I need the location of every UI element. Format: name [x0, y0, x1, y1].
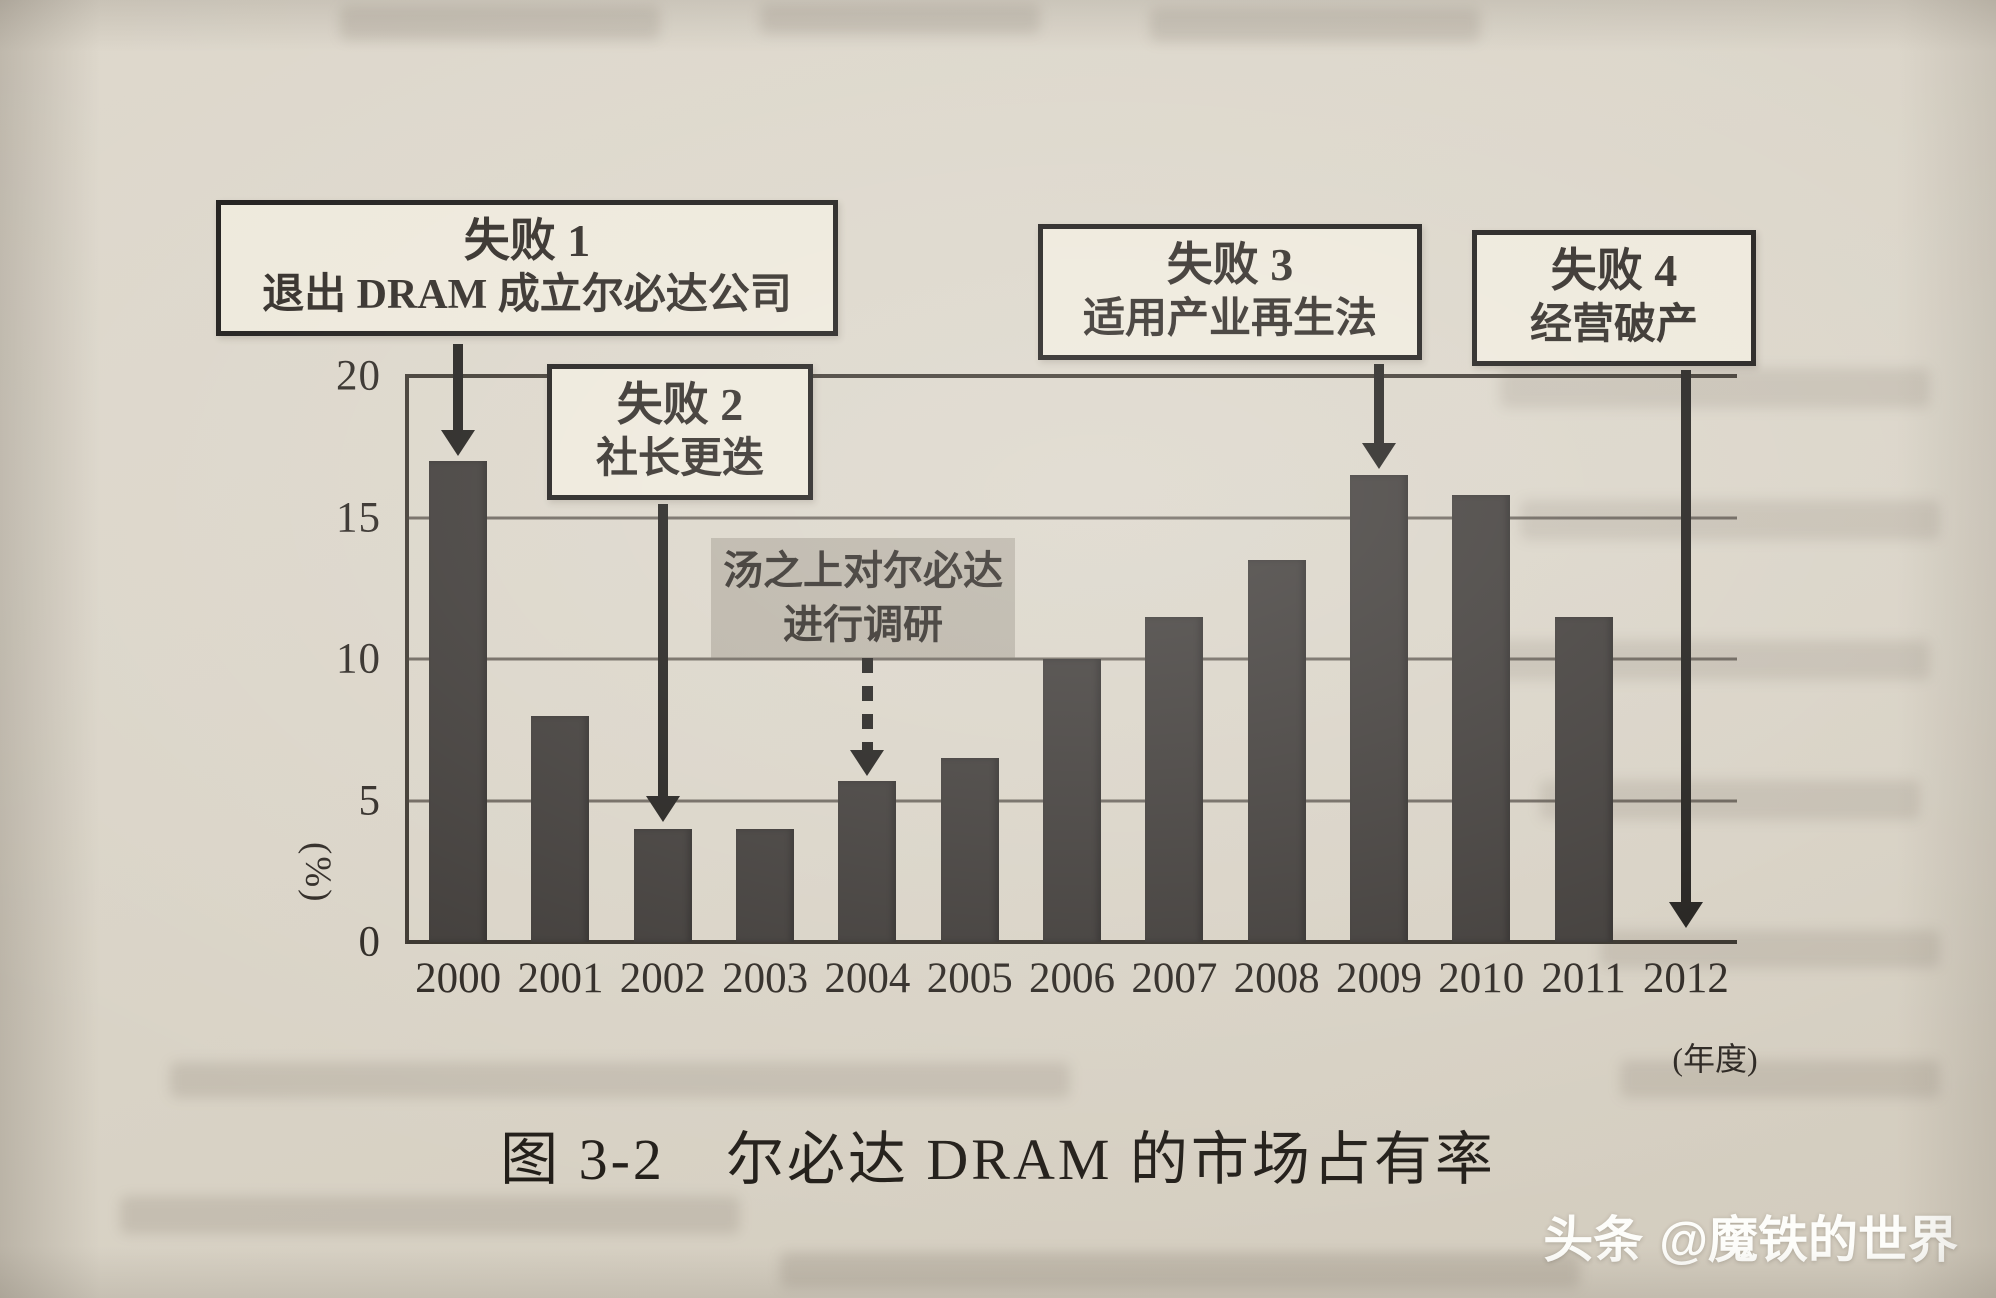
watermark-handle: @魔铁的世界	[1659, 1212, 1958, 1268]
figure-caption: 图 3-2 尔必达 DRAM 的市场占有率	[500, 1127, 1496, 1192]
bar-2004	[838, 780, 897, 942]
annotation-failure-1: 失败 1 退出 DRAM 成立尔必达公司	[216, 200, 838, 336]
bar-slot-2011	[1532, 376, 1634, 942]
x-tick-label-2005: 2005	[926, 955, 1013, 1002]
y-tick-label-10: 10	[336, 635, 381, 683]
annotation-title: 失败 3	[1166, 239, 1294, 290]
x-tick-label-2011: 2011	[1541, 955, 1626, 1002]
bar-2001	[531, 715, 590, 942]
bleedthrough-smudge	[760, 4, 1040, 34]
x-axis-unit-label: (年度)	[1672, 1041, 1758, 1077]
bar-slot-2005	[919, 376, 1021, 942]
arrow-stem	[861, 658, 873, 750]
watermark: 头条 @魔铁的世界	[1543, 1200, 1958, 1272]
annotation-text: 经营破产	[1529, 302, 1698, 349]
bleedthrough-smudge	[170, 1062, 1070, 1098]
arrow-head-icon	[1669, 902, 1703, 928]
arrow-research-note-to-2004	[849, 658, 885, 776]
y-tick-label-5: 5	[358, 777, 381, 824]
arrow-stem	[658, 504, 668, 796]
annotation-title: 失败 4	[1550, 245, 1678, 296]
bar-slot-2000	[407, 376, 509, 942]
bar-slot-2007	[1123, 376, 1225, 942]
gridline	[407, 374, 1737, 378]
annotation-text: 社长更迭	[595, 436, 764, 483]
annotation-text: 退出 DRAM 成立尔必达公司	[262, 272, 792, 319]
arrow-head-icon	[850, 750, 884, 776]
x-tick-label-2007: 2007	[1131, 955, 1218, 1002]
annotation-title: 失败 1	[463, 215, 591, 266]
y-tick-label-20: 20	[336, 352, 381, 400]
bar-2003	[736, 828, 795, 942]
annotation-research-note: 汤之上对尔必达进行调研	[711, 538, 1015, 658]
annotation-failure-4: 失败 4 经营破产	[1472, 230, 1756, 366]
y-axis: 20 15 10 5 0	[283, 353, 391, 966]
annotation-failure-3: 失败 3 适用产业再生法	[1038, 224, 1422, 360]
bar-slot-2006	[1021, 376, 1123, 942]
bleedthrough-smudge	[340, 6, 660, 40]
bar-slot-2008	[1226, 376, 1328, 942]
arrow-stem	[1681, 370, 1691, 902]
gridline	[407, 516, 1737, 519]
bar-slot-2002	[612, 376, 714, 942]
bar-2006	[1043, 659, 1102, 942]
y-tick-label-0: 0	[358, 918, 381, 966]
annotation-title: 失败 2	[616, 379, 744, 430]
bar-2009	[1349, 475, 1408, 942]
annotation-failure-2: 失败 2 社长更迭	[547, 364, 813, 500]
x-tick-label-2001: 2001	[517, 955, 604, 1002]
y-axis-unit-label: (%)	[297, 842, 338, 904]
bar-2008	[1247, 559, 1306, 942]
bleedthrough-smudge	[120, 1196, 740, 1234]
x-tick-label-2000: 2000	[415, 955, 502, 1002]
bar-2002	[633, 828, 692, 942]
gridline	[407, 940, 1737, 944]
x-tick-label-2008: 2008	[1233, 955, 1320, 1002]
x-tick-label-2010: 2010	[1438, 955, 1525, 1002]
x-tick-label-2004: 2004	[824, 955, 911, 1002]
bleedthrough-smudge	[1150, 8, 1480, 42]
x-axis: 2000 2001 2002 2003 2004 2005 2006 2007 2008 2009…	[407, 954, 1737, 1003]
arrow-failure-2-to-2002	[645, 504, 681, 822]
y-tick-label-15: 15	[336, 494, 381, 541]
x-tick-label-2012: 2012	[1642, 955, 1729, 1002]
bars-row	[407, 376, 1737, 942]
arrow-failure-4-to-2012	[1668, 370, 1704, 928]
arrow-head-icon	[1362, 443, 1396, 469]
x-tick-label-2009: 2009	[1335, 955, 1422, 1002]
plot-area	[405, 374, 1737, 944]
watermark-brand: 头条	[1543, 1212, 1644, 1268]
bar-2000	[429, 460, 488, 942]
arrow-head-icon	[646, 796, 680, 822]
x-tick-label-2003: 2003	[722, 955, 809, 1002]
x-tick-label-2006: 2006	[1029, 955, 1116, 1002]
bleedthrough-smudge	[780, 1252, 1580, 1288]
bar-slot-2001	[509, 376, 611, 942]
bar-2010	[1452, 494, 1511, 942]
bar-slot-2009	[1328, 376, 1430, 942]
arrow-failure-1-to-2000	[440, 344, 476, 456]
bar-2011	[1554, 616, 1613, 942]
bar-2007	[1145, 616, 1204, 942]
arrow-failure-3-to-2009	[1361, 364, 1397, 469]
arrow-stem	[1374, 364, 1384, 443]
arrow-head-icon	[441, 430, 475, 456]
bar-slot-2010	[1430, 376, 1532, 942]
bar-2005	[940, 758, 999, 942]
bar-slot-2003	[714, 376, 816, 942]
bar-slot-2004	[816, 376, 918, 942]
x-tick-label-2002: 2002	[619, 955, 706, 1002]
arrow-stem	[453, 344, 463, 430]
annotation-text: 适用产业再生法	[1082, 296, 1377, 343]
